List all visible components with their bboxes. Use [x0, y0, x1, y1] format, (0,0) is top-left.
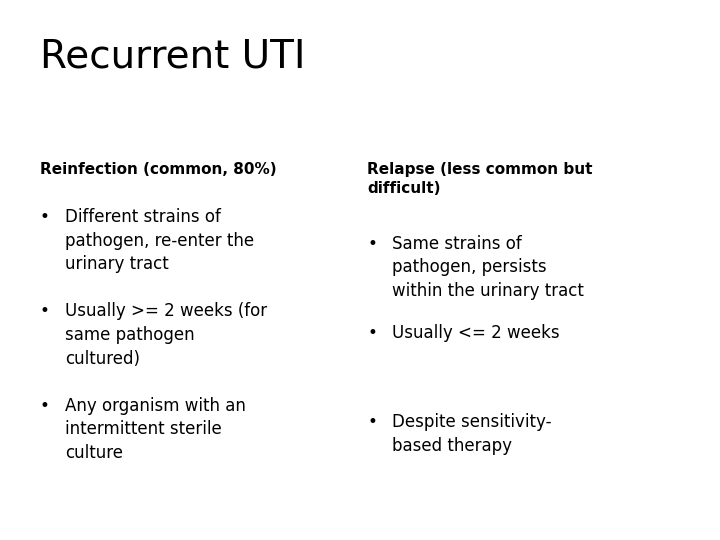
Text: Different strains of
pathogen, re-enter the
urinary tract: Different strains of pathogen, re-enter …	[65, 208, 254, 273]
Text: Relapse (less common but
difficult): Relapse (less common but difficult)	[367, 162, 593, 195]
Text: •: •	[40, 397, 50, 415]
Text: •: •	[40, 302, 50, 320]
Text: •: •	[367, 235, 377, 253]
Text: •: •	[367, 324, 377, 342]
Text: Recurrent UTI: Recurrent UTI	[40, 38, 305, 76]
Text: Despite sensitivity-
based therapy: Despite sensitivity- based therapy	[392, 413, 552, 455]
Text: Reinfection (common, 80%): Reinfection (common, 80%)	[40, 162, 276, 177]
Text: Usually <= 2 weeks: Usually <= 2 weeks	[392, 324, 560, 342]
Text: Same strains of
pathogen, persists
within the urinary tract: Same strains of pathogen, persists withi…	[392, 235, 584, 300]
Text: •: •	[367, 413, 377, 431]
Text: Any organism with an
intermittent sterile
culture: Any organism with an intermittent steril…	[65, 397, 246, 462]
Text: Usually >= 2 weeks (for
same pathogen
cultured): Usually >= 2 weeks (for same pathogen cu…	[65, 302, 267, 368]
Text: •: •	[40, 208, 50, 226]
